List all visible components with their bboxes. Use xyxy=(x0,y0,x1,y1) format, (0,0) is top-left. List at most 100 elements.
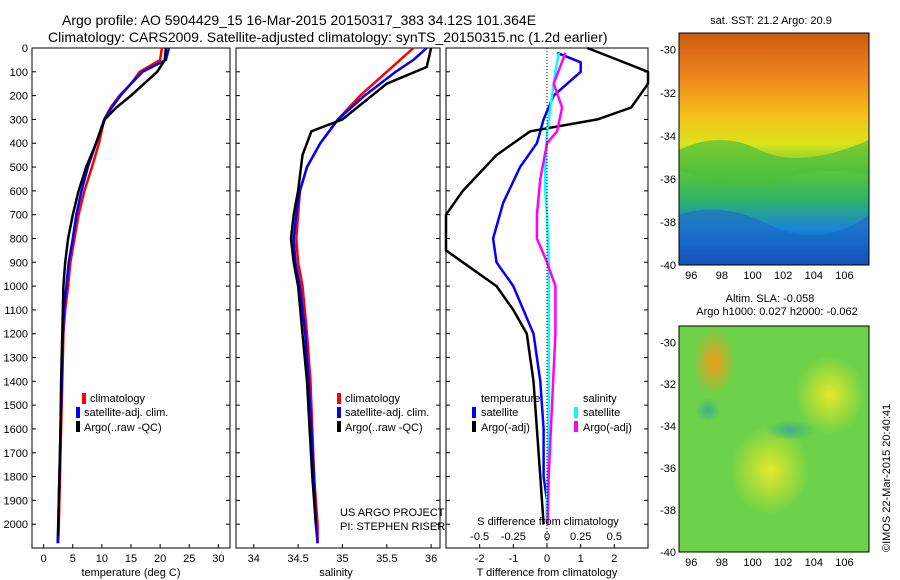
legend-label-climatology: climatology xyxy=(90,393,146,405)
legend-label-satellite: satellite-adj. clim. xyxy=(84,407,168,419)
x-tick-label: 0 xyxy=(544,553,550,565)
s-diff-tick-label: 0.5 xyxy=(607,531,622,543)
y-tick-label: 1500 xyxy=(4,400,28,412)
y-tick-label: 1700 xyxy=(4,448,28,460)
salinity-plot: 34 34.5 35 35.5 36 xyxy=(236,47,440,565)
map-ticks: -30 -32 -34 -36 -38 -40 96 98 100 102 104 106 -30 -32… xyxy=(660,45,854,569)
sla-high-blob xyxy=(692,328,736,396)
difference-plot: -2 -1 0 1 2 xyxy=(444,46,650,565)
x-tick-label: 36 xyxy=(425,553,437,565)
series-line-satellite-adj-clim- xyxy=(56,47,171,544)
lon-tick-label: 104 xyxy=(805,270,823,282)
y-tick-label: 1900 xyxy=(4,495,28,507)
sst-map xyxy=(678,32,870,266)
legend-swatch-climatology xyxy=(82,393,86,404)
s-diff-tick-label: 0.25 xyxy=(570,531,591,543)
y-tick-label: 600 xyxy=(10,186,28,198)
temperature-plot: 0 5 10 15 20 25 30 xyxy=(32,47,230,565)
legend-label-satellite: satellite-adj. clim. xyxy=(345,407,429,419)
legend-label-t-satellite: satellite xyxy=(481,407,518,419)
credit-pi: PI: STEPHEN RISER xyxy=(340,521,445,533)
x-tick-label: 15 xyxy=(125,553,137,565)
lon-tick-label: 96 xyxy=(685,270,697,282)
lat-tick-label: -30 xyxy=(660,337,676,349)
lat-tick-label: -40 xyxy=(660,547,676,559)
legend-heading-temperature: temperature xyxy=(481,393,540,405)
lon-tick-label: 104 xyxy=(805,557,823,569)
sla-low-blob xyxy=(765,420,815,440)
legend-swatch-argo xyxy=(76,421,80,432)
lat-tick-label: -38 xyxy=(660,217,676,229)
lat-tick-label: -30 xyxy=(660,45,676,57)
y-tick-label: 2000 xyxy=(4,519,28,531)
y-tick-label: 100 xyxy=(10,67,28,79)
x-tick-label: 30 xyxy=(212,553,224,565)
lat-tick-label: -32 xyxy=(660,379,676,391)
legend-swatch-t-argo xyxy=(472,421,476,432)
title-line-1: Argo profile: AO 5904429_15 16-Mar-2015 … xyxy=(62,12,536,28)
series-line-satellite-adj-clim- xyxy=(292,47,428,544)
s-difference-ticks: -0.5 -0.25 0 0.25 0.5 xyxy=(470,531,622,543)
sla-map-title-1: Altim. SLA: -0.058 xyxy=(726,293,815,305)
y-tick-label: 0 xyxy=(22,43,28,55)
lat-tick-label: -36 xyxy=(660,463,676,475)
temperature-axes-frame xyxy=(31,47,231,549)
y-tick-label: 400 xyxy=(10,138,28,150)
legend-label-argo: Argo(..raw -QC) xyxy=(84,422,162,434)
sst-map-title: sat. SST: 21.2 Argo: 20.9 xyxy=(710,15,832,27)
series-line-temperature-satellite xyxy=(491,51,582,525)
x-tick-label: 34.5 xyxy=(287,553,308,565)
legend-heading-salinity: salinity xyxy=(583,393,617,405)
salinity-xlabel: salinity xyxy=(319,567,353,579)
s-diff-tick-label: 0 xyxy=(544,531,550,543)
legend-swatch-s-argo xyxy=(574,421,578,432)
legend-label-climatology: climatology xyxy=(345,393,401,405)
x-tick-label: 25 xyxy=(183,553,195,565)
difference-top-xlabel: S difference from climatology xyxy=(477,516,619,528)
difference-xlabel: T difference from climatology xyxy=(477,567,618,579)
sla-yellow-blob xyxy=(730,425,810,515)
y-tick-label: 200 xyxy=(10,91,28,103)
sst-cold-water xyxy=(679,209,869,265)
sla-yellow-blob xyxy=(795,355,865,435)
legend-swatch-s-satellite xyxy=(574,407,578,418)
legend-swatch-climatology xyxy=(337,393,341,404)
lon-tick-label: 98 xyxy=(716,270,728,282)
y-tick-label: 800 xyxy=(10,233,28,245)
imos-stamp: ©IMOS 22-Mar-2015 20:40:41 xyxy=(881,404,893,552)
y-tick-label: 500 xyxy=(10,162,28,174)
lat-tick-label: -38 xyxy=(660,505,676,517)
lat-tick-label: -34 xyxy=(660,131,676,143)
series-line-salinity-argo-adj- xyxy=(535,52,567,525)
temperature-xlabel: temperature (deg C) xyxy=(81,567,180,579)
lon-tick-label: 106 xyxy=(835,557,853,569)
x-tick-label: -1 xyxy=(508,553,518,565)
legend-label-argo: Argo(..raw -QC) xyxy=(345,422,423,434)
title-line-2: Climatology: CARS2009. Satellite-adjuste… xyxy=(48,29,608,45)
legend-swatch-satellite xyxy=(76,407,80,418)
legend-label-s-satellite: satellite xyxy=(583,407,620,419)
x-tick-label: 2 xyxy=(611,553,617,565)
legend-swatch-t-satellite xyxy=(472,407,476,418)
depth-ticks: 0 100 200 300 400 500 600 700 800 900 1000 1100 1200… xyxy=(4,43,28,531)
sst-map-frame xyxy=(678,32,870,266)
legend-swatch-satellite xyxy=(337,407,341,418)
lat-tick-label: -34 xyxy=(660,421,676,433)
s-diff-tick-label: -0.5 xyxy=(470,531,489,543)
x-tick-label: 0 xyxy=(41,553,47,565)
y-tick-label: 1600 xyxy=(4,424,28,436)
x-tick-label: 5 xyxy=(70,553,76,565)
y-tick-label: 1100 xyxy=(4,305,28,317)
temperature-legend: climatology satellite-adj. clim. Argo(..… xyxy=(76,393,168,434)
sla-map-frame xyxy=(678,325,870,553)
sla-low-blob xyxy=(696,398,720,422)
lon-tick-label: 106 xyxy=(835,270,853,282)
legend-label-t-argo: Argo(-adj) xyxy=(481,422,530,434)
y-tick-label: 700 xyxy=(10,210,28,222)
lon-tick-label: 100 xyxy=(743,270,761,282)
lon-tick-label: 102 xyxy=(774,270,792,282)
lon-tick-label: 102 xyxy=(774,557,792,569)
series-line-temperature-argo-adj- xyxy=(444,46,650,525)
y-tick-label: 1800 xyxy=(4,472,28,484)
